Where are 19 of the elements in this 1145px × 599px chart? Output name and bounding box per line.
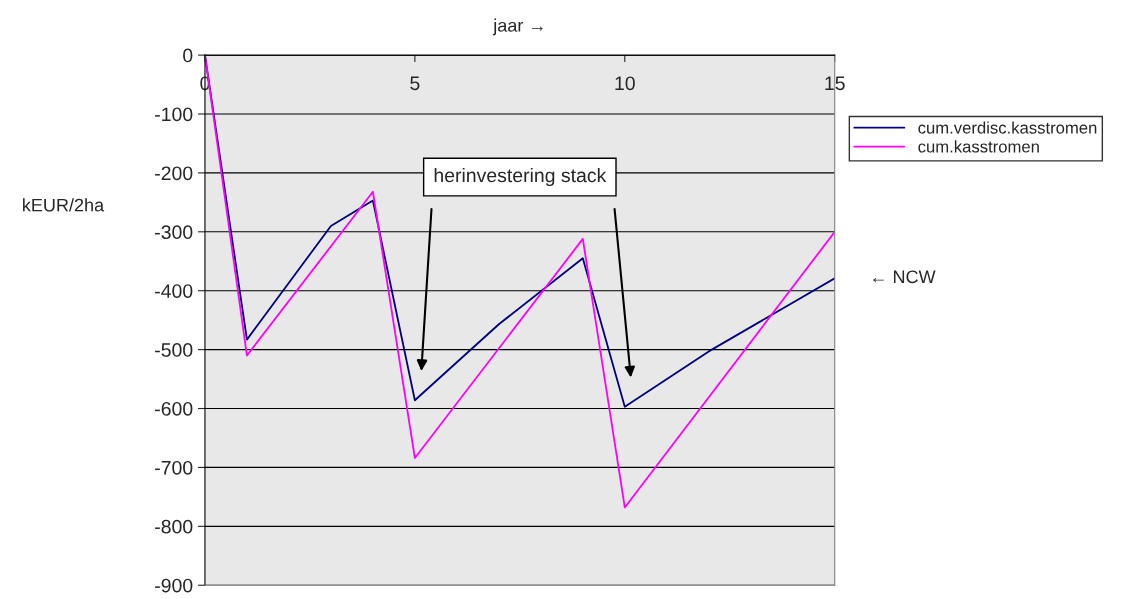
y-tick-label: -100 xyxy=(155,107,193,122)
y-tick-label: -300 xyxy=(155,225,193,240)
legend-label: cum.verdisc.kasstromen xyxy=(918,121,1097,134)
y-tick-label: -500 xyxy=(155,343,193,357)
y-tick-label: -600 xyxy=(155,401,193,416)
y-axis-title: kEUR/2ha xyxy=(23,198,105,212)
annotation: ← NCW xyxy=(873,270,936,284)
x-axis-title: jaar → xyxy=(492,18,543,36)
y-tick-label: -400 xyxy=(155,284,193,298)
y-tick-label: 0 xyxy=(183,48,193,63)
y-tick-label: -800 xyxy=(155,519,193,534)
y-tick-label: -700 xyxy=(155,460,193,475)
x-tick-label: 10 xyxy=(615,76,635,91)
legend-label: cum.kasstromen xyxy=(918,140,1039,153)
y-tick-label: -900 xyxy=(155,578,193,593)
x-tick-label: 15 xyxy=(825,76,845,91)
x-tick-label: 5 xyxy=(410,76,420,91)
annotation: herinvestering stack xyxy=(434,167,607,187)
y-tick-label: -200 xyxy=(155,166,193,181)
